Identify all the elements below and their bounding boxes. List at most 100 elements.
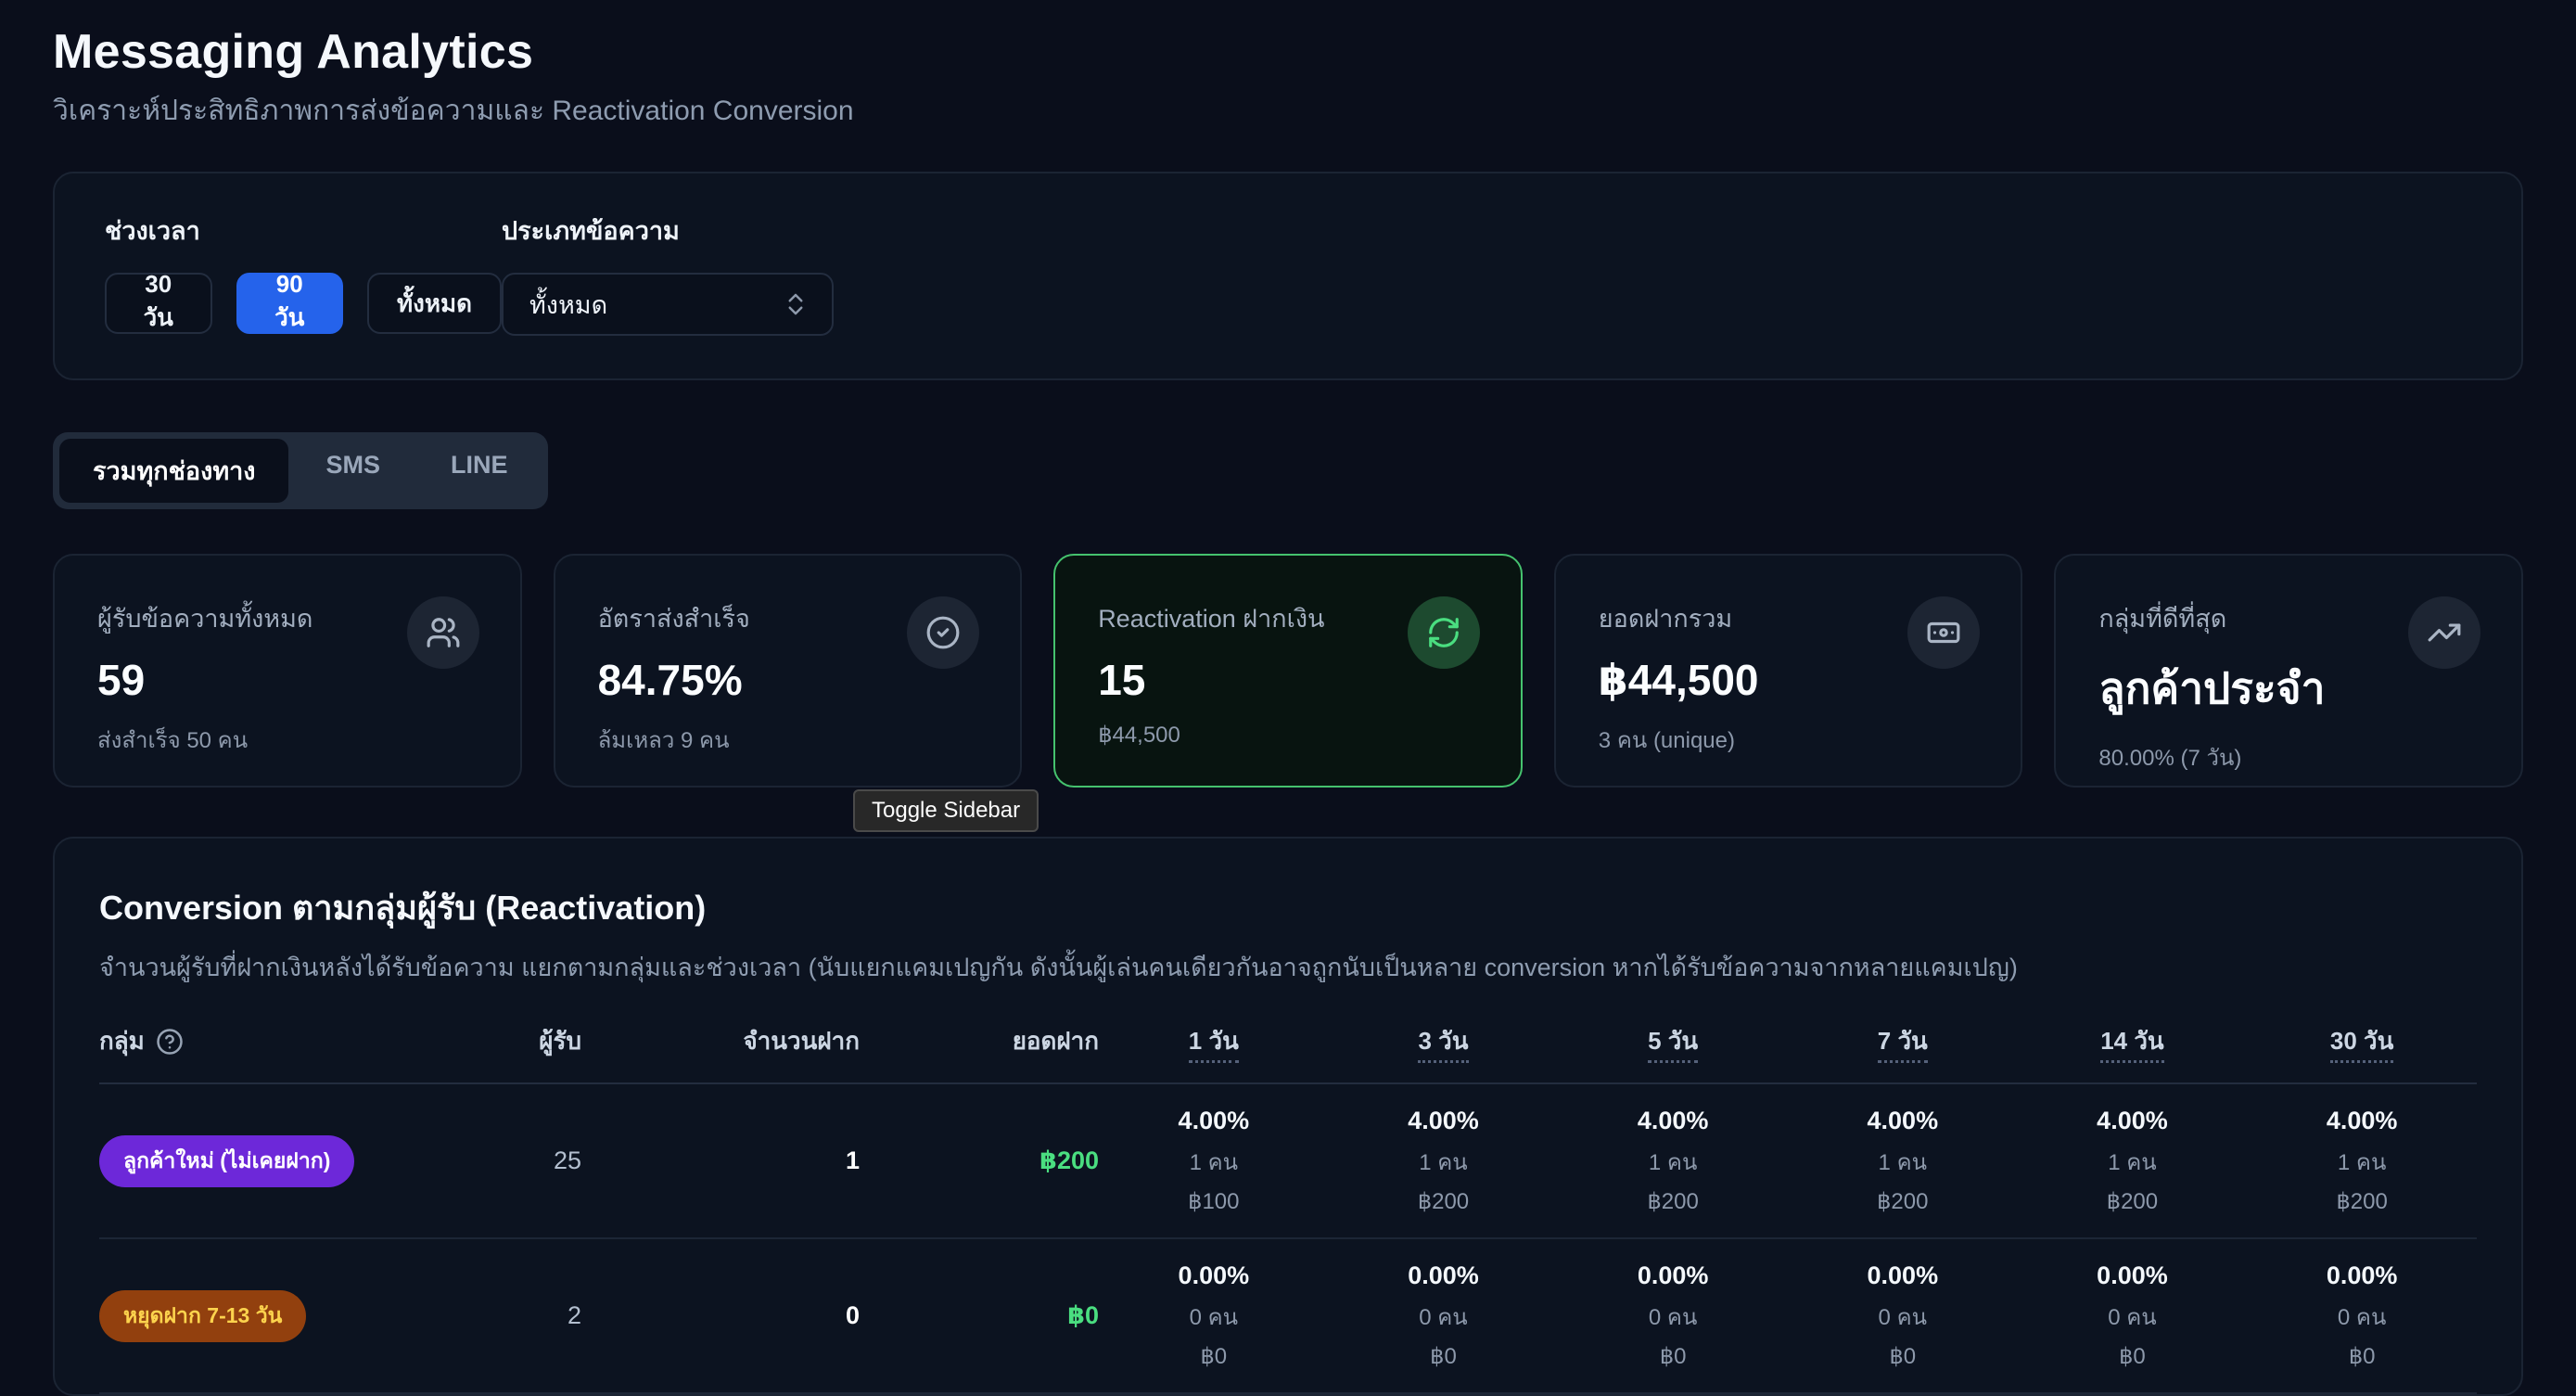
stat-card-icon-badge: [406, 596, 479, 669]
stat-card-value: 59: [97, 656, 146, 704]
day-column-label: 3 วัน: [1418, 1027, 1469, 1063]
banknote-icon: [1926, 615, 1961, 650]
column-header-4[interactable]: 1 วัน: [1099, 1022, 1329, 1084]
conversion-amount: ฿200: [1647, 1189, 1699, 1214]
conversion-rate: 4.00%: [2326, 1107, 2398, 1134]
channel-tab-1[interactable]: SMS: [325, 451, 380, 479]
deposits-cell: 1: [581, 1083, 860, 1239]
chevrons-up-down-icon: [782, 290, 810, 318]
deposit-amount-cell: ฿200: [860, 1083, 1099, 1239]
deposits-cell: 0: [581, 1238, 860, 1394]
day-column-label: 5 วัน: [1648, 1027, 1699, 1063]
day-column-label: 30 วัน: [2329, 1027, 2394, 1063]
conversion-rate: 4.00%: [1637, 1107, 1709, 1134]
group-badge: หยุดฝาก 7-13 วัน: [99, 1289, 307, 1342]
conversion-amount: ฿200: [1877, 1189, 1929, 1214]
conversion-amount: ฿0: [2119, 1344, 2146, 1369]
period-cell-2: 0.00% 0 คน ฿0: [1558, 1238, 1788, 1394]
conversion-people: 1 คน: [1648, 1150, 1698, 1175]
column-header-9[interactable]: 30 วัน: [2247, 1022, 2477, 1084]
stat-card-1[interactable]: อัตราส่งสำเร็จ 84.75% ล้มเหลว 9 คน: [553, 554, 1023, 788]
column-header-0: กลุ่ม: [99, 1022, 442, 1084]
stat-card-4[interactable]: กลุ่มที่ดีที่สุดลูกค้าประจำ 80.00% (7 วัน…: [2054, 554, 2523, 788]
conversion-people: 0 คน: [2337, 1305, 2387, 1330]
time-range-option-1[interactable]: 90 วัน: [236, 270, 343, 334]
conversion-people: 1 คน: [1419, 1150, 1468, 1175]
channel-tabs: รวมทุกช่องทาง SMS LINE: [53, 432, 548, 509]
stat-card-icon-badge: [1907, 596, 1981, 669]
stat-card-2[interactable]: Reactivation ฝากเงิน 15 ฿44,500: [1053, 554, 1523, 788]
conversion-rate: 0.00%: [1178, 1262, 1250, 1289]
conversion-title: Conversion ตามกลุ่มผู้รับ (Reactivation): [99, 889, 707, 927]
conversion-people: 0 คน: [2108, 1305, 2157, 1330]
conversion-rate: 0.00%: [1408, 1262, 1479, 1289]
stat-card-title: ผู้รับข้อความทั้งหมด: [97, 605, 313, 633]
day-column-label: 1 วัน: [1188, 1027, 1239, 1063]
conversion-amount: ฿0: [1200, 1344, 1228, 1369]
conversion-rate: 0.00%: [1867, 1262, 1939, 1289]
group-column-label: กลุ่ม: [99, 1027, 145, 1055]
time-range-label: ช่วงเวลา: [105, 217, 200, 245]
column-header-5[interactable]: 3 วัน: [1328, 1022, 1559, 1084]
channel-tab-0[interactable]: รวมทุกช่องทาง: [59, 439, 289, 503]
stat-cards: ผู้รับข้อความทั้งหมด 59 ส่งสำเร็จ 50 คน อัต…: [53, 554, 2523, 788]
period-cell-4: 0.00% 0 คน฿0: [2017, 1238, 2248, 1394]
table-row: หยุดฝาก 7-13 วัน 2 0 ฿0 0.00% 0 คน ฿0 0.00% 0 คน…: [99, 1238, 2477, 1394]
message-type-group: ประเภทข้อความ ทั้งหมด: [502, 211, 834, 336]
stat-card-3[interactable]: ยอดฝากรวม ฿44,500 3 คน (unique): [1553, 554, 2023, 788]
recipients-cell: 25: [442, 1083, 581, 1239]
conversion-amount: ฿0: [1889, 1344, 1917, 1369]
stat-card-value: 15: [1098, 656, 1146, 704]
refresh-icon: [1426, 615, 1461, 650]
conversion-rate: 0.00%: [2097, 1262, 2168, 1289]
conversion-amount: ฿0: [2348, 1344, 2376, 1369]
group-badge: ลูกค้าใหม่ (ไม่เคยฝาก): [99, 1134, 355, 1187]
stat-card-0[interactable]: ผู้รับข้อความทั้งหมด 59 ส่งสำเร็จ 50 คน: [53, 554, 522, 788]
conversion-amount: ฿0: [1659, 1344, 1687, 1369]
group-column-header: กลุ่ม: [99, 1022, 184, 1060]
period-cell-1: 0.00% 0 คน ฿0: [1328, 1238, 1559, 1394]
stat-card-value: ลูกค้าประจำ: [2098, 664, 2326, 712]
time-range-option-0[interactable]: 30 วัน: [105, 270, 212, 334]
conversion-section: Conversion ตามกลุ่มผู้รับ (Reactivation)…: [53, 837, 2523, 1396]
conversion-rate: 4.00%: [1867, 1107, 1939, 1134]
stat-card-title: Reactivation ฝากเงิน: [1098, 605, 1325, 633]
trending-up-icon: [2427, 615, 2462, 650]
message-type-select[interactable]: ทั้งหมด: [502, 273, 834, 336]
toggle-sidebar-tooltip: Toggle Sidebar: [853, 789, 1039, 832]
period-cell-0: 0.00% 0 คน฿0: [1099, 1238, 1329, 1394]
time-range-group: ช่วงเวลา 30 วัน 90 วัน ทั้งหมด: [105, 211, 502, 336]
group-cell: หยุดฝาก 7-13 วัน: [99, 1238, 442, 1394]
conversion-people: 0 คน: [1189, 1305, 1239, 1330]
group-cell: ลูกค้าใหม่ (ไม่เคยฝาก): [99, 1083, 442, 1239]
period-cell-0: 4.00% 1 คน ฿100: [1099, 1083, 1329, 1239]
conversion-people: 1 คน: [1189, 1150, 1239, 1175]
stat-card-subtitle: 80.00% (7 วัน): [2098, 746, 2242, 771]
stat-card-subtitle: 3 คน (unique): [1598, 728, 1735, 753]
column-header-6[interactable]: 5 วัน: [1558, 1022, 1788, 1084]
stat-card-subtitle: ล้มเหลว 9 คน: [597, 728, 730, 753]
time-range-option-2[interactable]: ทั้งหมด: [367, 273, 502, 334]
conversion-description: จำนวนผู้รับที่ฝากเงินหลังได้รับข้อความ แ…: [99, 954, 2018, 981]
page-subtitle: วิเคราะห์ประสิทธิภาพการส่งข้อความและ Rea…: [53, 96, 854, 126]
conversion-rate: 4.00%: [1408, 1107, 1479, 1134]
help-circle-icon[interactable]: [156, 1028, 184, 1056]
column-header-7[interactable]: 7 วัน: [1787, 1022, 2018, 1084]
table-row: ลูกค้าใหม่ (ไม่เคยฝาก) 25 1 ฿200 4.00% 1 คน ฿1…: [99, 1083, 2477, 1239]
stat-card-title: กลุ่มที่ดีที่สุด: [2098, 605, 2227, 633]
column-header-1: ผู้รับ: [442, 1022, 581, 1084]
period-cell-4: 4.00% 1 คน ฿200: [2017, 1083, 2248, 1239]
stat-card-icon-badge: [1407, 596, 1480, 669]
period-cell-3: 0.00% 0 คน ฿0: [1787, 1238, 2018, 1394]
period-cell-3: 4.00% 1 คน ฿200: [1787, 1083, 2018, 1239]
conversion-rate: 0.00%: [1637, 1262, 1709, 1289]
column-header-8[interactable]: 14 วัน: [2017, 1022, 2248, 1084]
users-icon: [426, 615, 461, 650]
conversion-table: กลุ่ม ผู้รับ จำนวนฝาก ยอดฝาก 1 วัน 3 วัน 5 วัน…: [99, 1022, 2477, 1394]
page-title: Messaging Analytics: [53, 25, 534, 79]
stat-card-value: 84.75%: [597, 656, 743, 704]
channel-tab-2[interactable]: LINE: [451, 451, 508, 479]
conversion-rate: 4.00%: [2097, 1107, 2168, 1134]
time-range-buttons: 30 วัน 90 วัน ทั้งหมด: [105, 270, 502, 334]
